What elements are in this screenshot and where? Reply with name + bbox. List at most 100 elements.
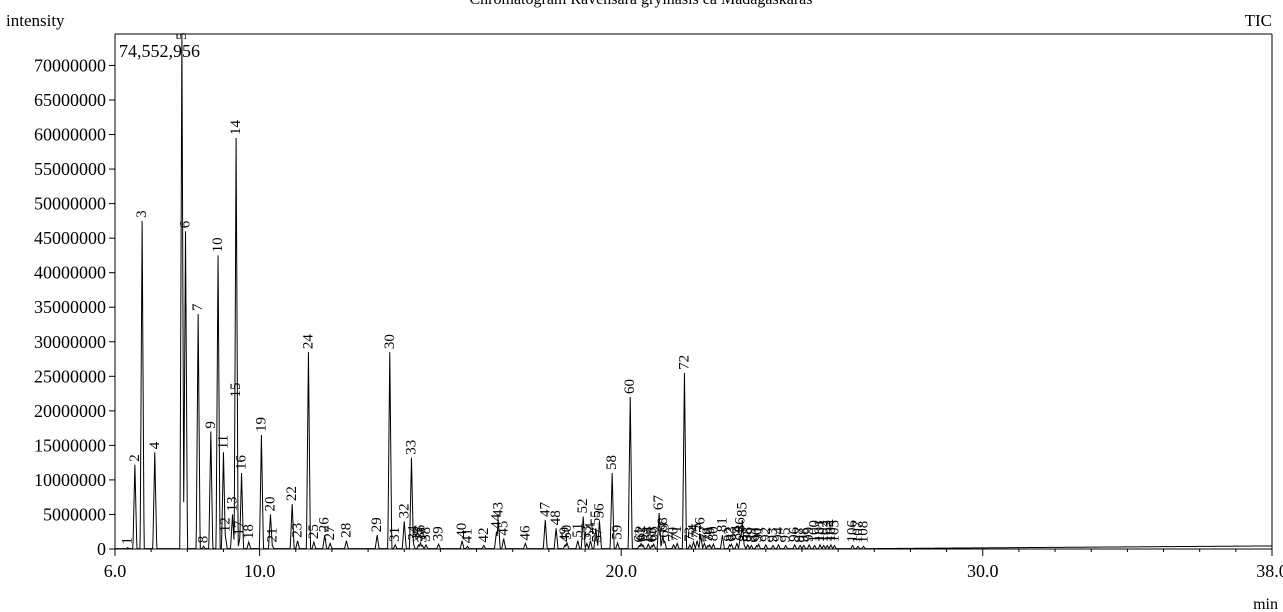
peak-label-group: 47	[537, 502, 553, 518]
peak-label: 45	[496, 521, 512, 536]
peak-label: 104	[823, 519, 839, 542]
peak-label: 88	[740, 527, 756, 542]
peak-label: 75	[689, 523, 705, 538]
peak-label: 29	[369, 517, 385, 532]
peak-label: 94	[771, 526, 787, 542]
peak-label: 63	[635, 527, 651, 542]
peak-label-group: 89	[743, 528, 759, 543]
peak-label: 11	[216, 435, 232, 449]
peak-label-group: 15	[228, 383, 244, 398]
peak-label-group: 29	[369, 517, 385, 532]
peak-label: 80	[705, 526, 721, 541]
peak-label: 78	[700, 528, 716, 543]
peak-label-group: 98	[796, 528, 812, 543]
y-tick-label: 65000000	[34, 90, 106, 110]
peak-label-group: 105	[827, 520, 843, 543]
peak-label: 54	[583, 522, 599, 538]
peak-label-group: 99	[801, 527, 817, 542]
peak-label-group: 65	[644, 528, 660, 543]
peak-label: 37	[414, 527, 430, 543]
peak-label-group: 49	[557, 527, 573, 542]
peak-label: 99	[801, 527, 817, 542]
peak-label: 35	[411, 527, 427, 542]
peak-label: 49	[557, 527, 573, 542]
peak-label: 90	[749, 528, 765, 543]
peak-label-group: 97	[792, 527, 808, 543]
peak-label-group: 93	[765, 528, 781, 543]
peak-label-group: 37	[414, 527, 430, 543]
peak-label: 3	[134, 210, 150, 218]
peak-label: 51	[570, 523, 586, 538]
peak-label: 92	[758, 527, 774, 542]
peak-label: 103	[819, 520, 835, 543]
peak-label-group: 78	[700, 528, 716, 543]
peak-label-group: 55	[588, 510, 604, 525]
peak-label: 73	[682, 527, 698, 542]
peak-label-group: 63	[635, 527, 651, 542]
peak-label-group: 42	[476, 528, 492, 543]
peak-label-group: 60	[622, 379, 638, 394]
peak-label-group: 62	[633, 526, 649, 541]
peak-label: 23	[290, 523, 306, 538]
peak-label: 39	[431, 526, 447, 541]
peak-label: 91	[751, 526, 767, 541]
peak-label: 97	[792, 527, 808, 543]
y-tick-label: 40000000	[34, 263, 106, 283]
peak-label: 26	[317, 517, 333, 533]
peak-label: 12	[217, 517, 233, 532]
peak-label: 95	[778, 528, 794, 543]
peak-label-group: 24	[300, 334, 316, 350]
x-tick-label: 30.0	[967, 561, 999, 581]
peak-label-group: 53	[579, 526, 595, 541]
x-axis-label: min	[1253, 596, 1278, 612]
peak-label-group: 81	[714, 517, 730, 532]
peak-label: 65	[644, 528, 660, 543]
peak-label: 25	[306, 524, 322, 539]
y-axis-ticks: 0 5000000 10000000 15000000 20000000 25000000…	[34, 55, 115, 559]
peak-label: 40	[454, 523, 470, 538]
peak-label-group: 17	[232, 520, 248, 536]
peak-label: 96	[787, 526, 803, 542]
peak-label-group: 64	[640, 526, 656, 542]
peak-label-group: 74	[686, 524, 702, 540]
peak-label: 48	[548, 510, 564, 525]
peak-label-group: 72	[677, 355, 693, 370]
peak-label-group: 91	[751, 526, 767, 541]
y-tick-label: 55000000	[34, 159, 106, 179]
peak-label: 52	[575, 499, 591, 514]
peak-label: 100	[807, 520, 823, 543]
peak-label-group: 20	[263, 497, 279, 512]
peak-label: 50	[559, 525, 575, 540]
trace-label: TIC	[1245, 11, 1272, 30]
peak-label-group: 25	[306, 524, 322, 539]
peak-label-group: 8	[196, 536, 212, 544]
peak-label-group: 85	[734, 502, 750, 517]
peak-label-group: 94	[771, 526, 787, 542]
peak-label-group: 87	[736, 526, 752, 542]
peak-label-group: 13	[225, 497, 241, 512]
peak-label-group: 71	[669, 526, 685, 541]
peak-label: 79	[702, 527, 718, 542]
peak-label: 17	[232, 520, 248, 536]
peak-label: 89	[743, 528, 759, 543]
peak-label: 60	[622, 379, 638, 394]
peak-label: 61	[631, 528, 647, 543]
peak-label-group: 79	[702, 527, 718, 542]
peak-label: 5	[174, 33, 190, 41]
peak-label-group: 41	[460, 528, 476, 543]
peak-label: 4	[147, 441, 163, 449]
peak-label-group: 12	[217, 517, 233, 532]
peak-label: 31	[387, 527, 403, 542]
peak-label: 102	[816, 520, 832, 543]
peak-label-group: 1	[120, 537, 136, 545]
peak-label: 70	[666, 527, 682, 542]
peak-label: 83	[724, 526, 740, 541]
peak-label: 10	[210, 237, 226, 252]
peak-label-group: 86	[733, 517, 749, 533]
peak-label: 101	[812, 519, 828, 542]
peak-label: 8	[196, 536, 212, 544]
peak-label: 20	[263, 497, 279, 512]
peak-label-group: 19	[253, 417, 269, 432]
peak-label-group: 56	[592, 503, 608, 519]
peak-label-group: 106	[845, 520, 861, 543]
